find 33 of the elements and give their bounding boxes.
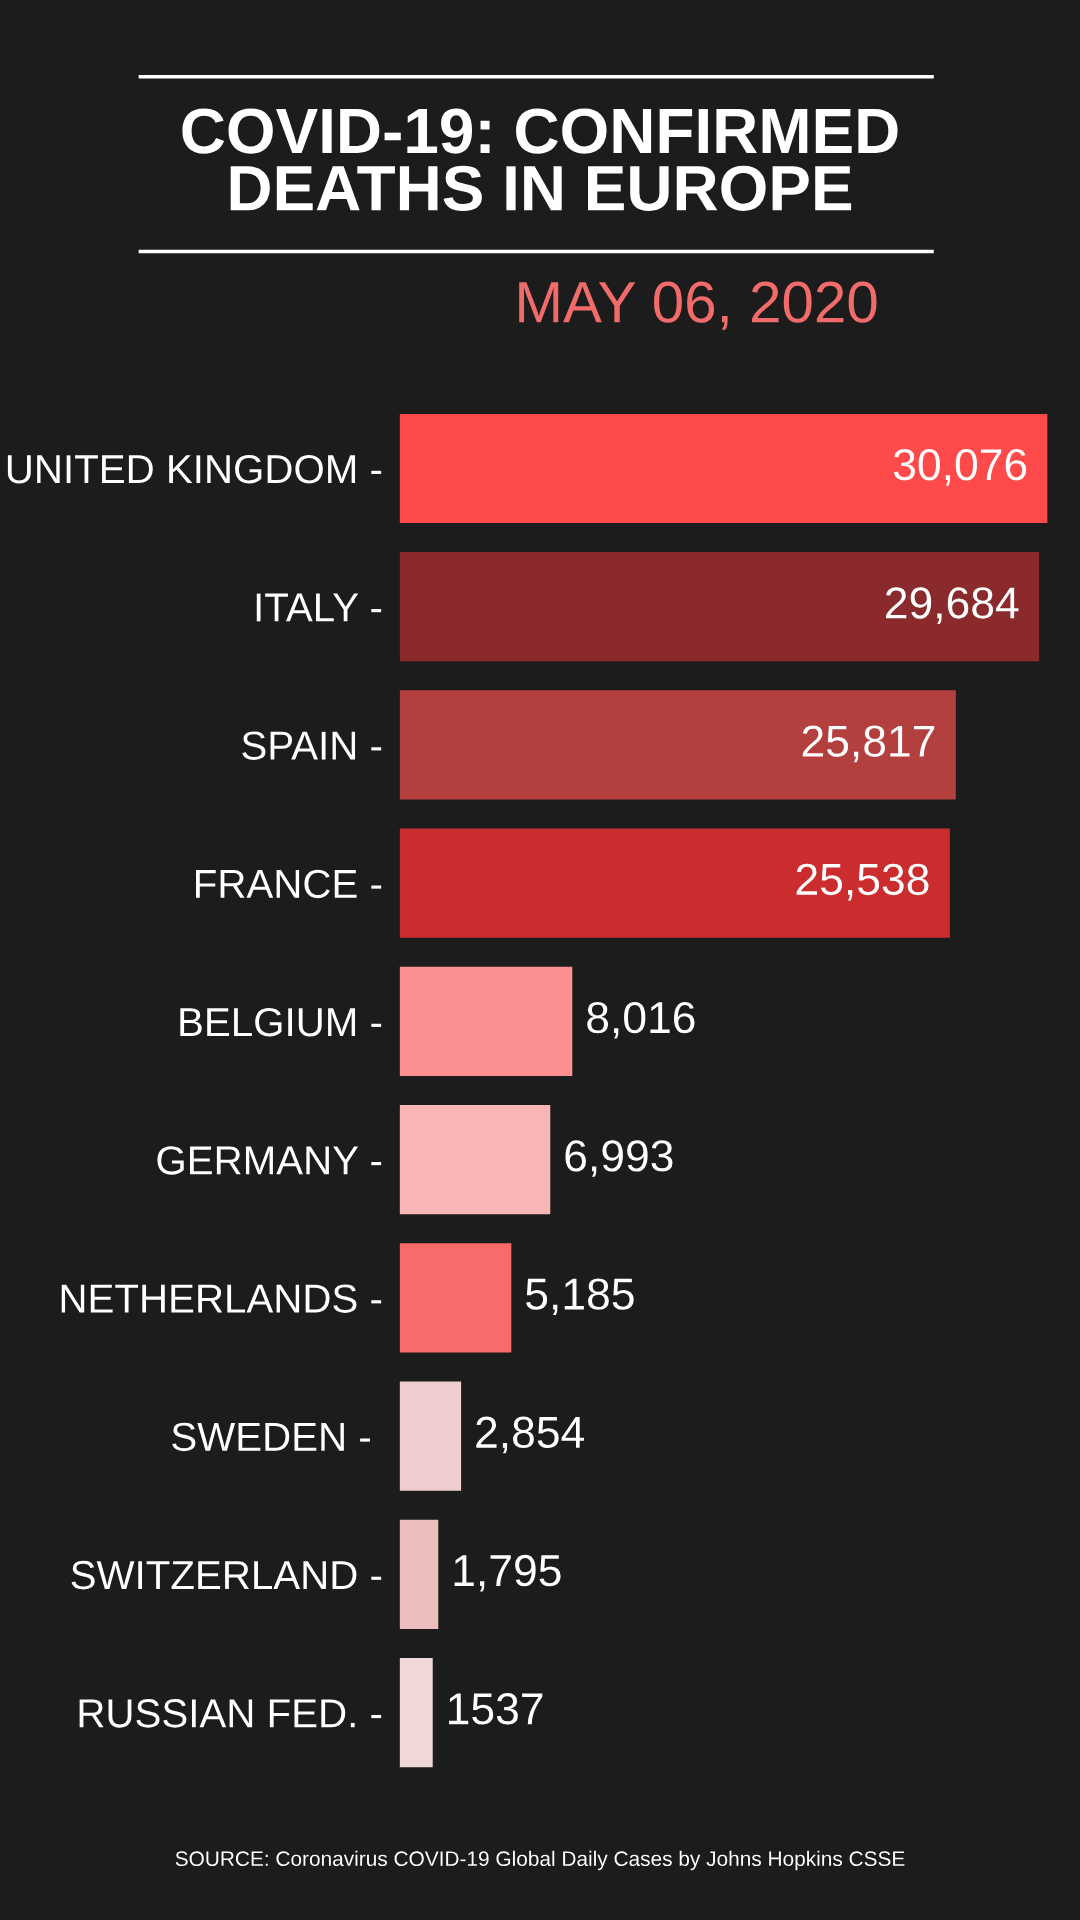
y-tick-label: UNITED KINGDOM - bbox=[7, 454, 382, 484]
y-tick-label: FRANCE - bbox=[196, 869, 382, 899]
y-tick-label: SWEDEN - bbox=[172, 1422, 370, 1452]
y-tick-label: NETHERLANDS - bbox=[61, 1284, 382, 1313]
bar bbox=[399, 1105, 551, 1215]
data-label: 5,185 bbox=[526, 1278, 634, 1316]
data-label: 30,076 bbox=[893, 448, 1027, 486]
bar bbox=[399, 1243, 512, 1353]
bar bbox=[399, 1658, 433, 1768]
y-tick-label: RUSSIAN FED. - bbox=[79, 1699, 382, 1728]
source-note: SOURCE: Coronavirus COVID-19 Global Daily Cases by Johns Hopkins CSSE bbox=[175, 1850, 905, 1871]
y-tick-label: GERMANY - bbox=[157, 1146, 382, 1175]
data-label: 1,795 bbox=[454, 1554, 561, 1592]
data-label: 25,538 bbox=[796, 863, 929, 901]
bar bbox=[399, 690, 956, 800]
data-label: 29,684 bbox=[886, 587, 1019, 624]
data-label: 6,993 bbox=[565, 1140, 673, 1177]
bar bbox=[399, 1381, 462, 1491]
bar bbox=[399, 828, 950, 938]
data-label: 2,854 bbox=[476, 1416, 584, 1454]
bar bbox=[399, 552, 1040, 662]
y-tick-label: ITALY - bbox=[256, 593, 382, 622]
chart-subtitle: MAY 06, 2020 bbox=[519, 281, 877, 330]
y-tick-label: SWITZERLAND - bbox=[71, 1560, 382, 1590]
y-tick-label: BELGIUM - bbox=[180, 1007, 382, 1037]
data-label: 25,817 bbox=[802, 725, 935, 763]
chart-title: COVID-19: CONFIRMED DEATHS IN EUROPE bbox=[182, 108, 898, 211]
data-label: 1537 bbox=[449, 1693, 543, 1725]
y-tick-label: SPAIN - bbox=[242, 731, 382, 760]
bar bbox=[399, 413, 1048, 524]
bar bbox=[399, 966, 573, 1077]
data-label: 8,016 bbox=[587, 1001, 695, 1039]
bar bbox=[399, 1519, 439, 1629]
